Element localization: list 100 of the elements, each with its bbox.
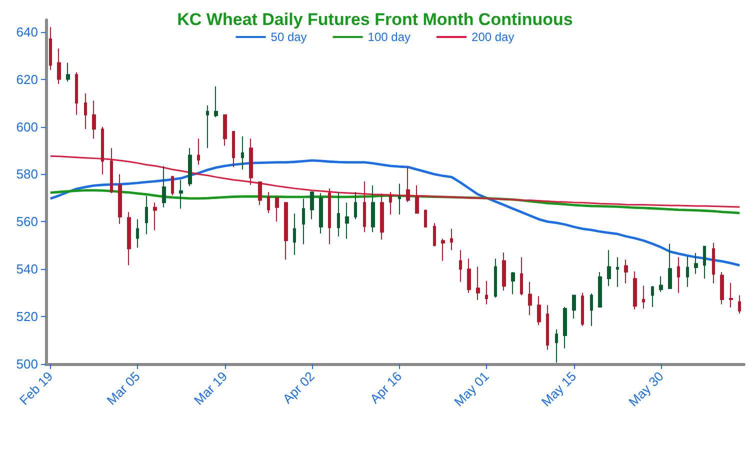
candlestick	[310, 192, 314, 220]
candlestick	[590, 293, 593, 327]
candlestick	[528, 281, 532, 316]
x-tick-label: Apr 16	[367, 368, 405, 406]
line-series	[50, 155, 740, 208]
candlestick	[694, 252, 698, 274]
candlestick	[642, 285, 645, 309]
candlestick	[485, 280, 488, 305]
candlestick	[572, 294, 576, 319]
candlestick	[686, 256, 689, 288]
line-series	[49, 159, 741, 267]
candlestick	[179, 179, 183, 210]
candlestick	[581, 292, 584, 327]
candlestick	[371, 184, 375, 233]
candlestick	[415, 184, 419, 214]
candlestick	[363, 180, 366, 233]
candlestick	[712, 242, 715, 284]
candlestick	[598, 271, 602, 308]
candlestick	[302, 198, 305, 245]
candlestick	[84, 93, 87, 130]
candlestick	[101, 126, 104, 175]
candlestick	[127, 212, 131, 266]
candlestick	[651, 286, 654, 308]
candlestick	[118, 174, 122, 225]
candlestick	[345, 202, 349, 240]
candlestick	[563, 306, 567, 349]
candlestick	[511, 271, 515, 295]
candlestick	[275, 196, 279, 222]
candlestick	[110, 148, 113, 194]
candlestick	[703, 246, 706, 280]
candlestick	[136, 218, 139, 248]
candlestick	[389, 192, 392, 216]
y-tick-label: 520	[16, 309, 38, 324]
candlestick	[57, 48, 61, 85]
candlestick	[607, 250, 611, 287]
y-tick-label: 620	[16, 72, 38, 87]
candlestick	[668, 243, 672, 290]
candlestick	[677, 256, 680, 294]
candlestick	[441, 238, 445, 262]
candlestick	[450, 228, 453, 251]
candlestick	[171, 175, 174, 196]
x-tick-label: Apr 02	[280, 368, 318, 406]
candlestick	[328, 188, 331, 245]
candlestick	[616, 256, 619, 288]
candlestick	[433, 222, 436, 247]
chart-title: KC Wheat Daily Futures Front Month Continuous	[177, 10, 573, 29]
legend-label: 100 day	[368, 30, 411, 44]
legend-label: 50 day	[270, 30, 307, 44]
candlestick	[293, 213, 296, 256]
y-tick-label: 580	[16, 166, 38, 182]
candlestick	[197, 138, 200, 166]
candlestick	[75, 72, 78, 116]
y-tick-label: 540	[16, 262, 38, 277]
candlestick	[380, 193, 384, 240]
candlestick	[546, 304, 549, 350]
candlestick	[520, 256, 523, 296]
candlestick	[66, 62, 70, 82]
candlestick	[249, 138, 253, 186]
candlestick	[398, 183, 401, 216]
candlestick	[720, 271, 724, 305]
candlestick	[162, 166, 166, 208]
candlestick	[354, 192, 357, 220]
candlestick	[49, 26, 52, 70]
candlestick	[258, 180, 262, 206]
candlestick	[241, 136, 244, 170]
candlestick	[633, 270, 637, 310]
candlestick	[459, 250, 462, 282]
candlestick	[319, 192, 323, 234]
candlestick	[406, 166, 410, 202]
candlestick	[537, 296, 541, 326]
candlestick	[738, 294, 741, 314]
y-tick-label: 600	[16, 119, 38, 134]
legend-label: 200 day	[472, 30, 514, 44]
x-tick-label: Mar 19	[190, 368, 230, 408]
y-tick-label: 500	[16, 356, 38, 372]
candlestick	[502, 252, 506, 291]
x-tick-label: May 15	[538, 368, 580, 410]
candlestick	[188, 148, 192, 187]
x-tick-label: May 01	[451, 368, 492, 410]
candlestick	[494, 258, 497, 298]
candlestick	[153, 202, 157, 231]
candlestick	[337, 192, 340, 237]
candlestick	[476, 266, 480, 300]
x-tick-label: Mar 05	[104, 368, 143, 408]
candlestick	[284, 202, 288, 260]
x-tick-label: Feb 19	[16, 368, 56, 408]
candlestick	[206, 104, 209, 149]
candlestick	[267, 192, 270, 214]
y-tick-label: 560	[16, 214, 38, 230]
candlestick	[424, 209, 427, 228]
candlestick	[214, 86, 218, 118]
line-series	[49, 189, 741, 214]
candlestick	[232, 131, 235, 168]
candlestick	[555, 328, 558, 364]
candlestick	[624, 259, 628, 284]
candlestick	[223, 114, 227, 146]
y-tick-label: 640	[16, 24, 38, 40]
x-tick-label: May 30	[626, 368, 666, 410]
candlestick	[729, 282, 733, 308]
candlestick	[92, 100, 96, 140]
